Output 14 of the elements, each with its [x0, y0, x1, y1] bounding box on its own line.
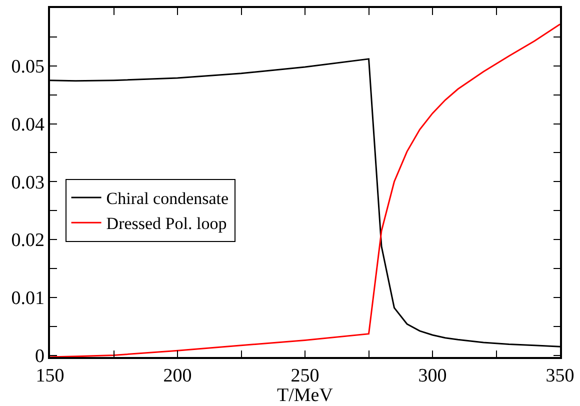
y-tick-label: 0.02: [11, 230, 44, 252]
y-tick-label: 0.03: [11, 172, 44, 194]
y-tick-label: 0.04: [11, 114, 45, 136]
x-tick-label: 300: [418, 366, 447, 387]
x-tick-label: 150: [36, 366, 64, 387]
x-tick-label: 250: [290, 366, 320, 387]
legend-label: Dressed Pol. loop: [106, 214, 227, 234]
y-tick-label: 0.01: [11, 288, 44, 310]
x-tick-label: 350: [546, 366, 574, 387]
y-tick-label: 0.05: [11, 56, 44, 78]
legend-label: Chiral condensate: [106, 189, 229, 208]
x-axis-title: T/MeV: [277, 385, 334, 406]
x-tick-label: 200: [163, 366, 192, 387]
y-tick-label: 0: [34, 346, 44, 367]
